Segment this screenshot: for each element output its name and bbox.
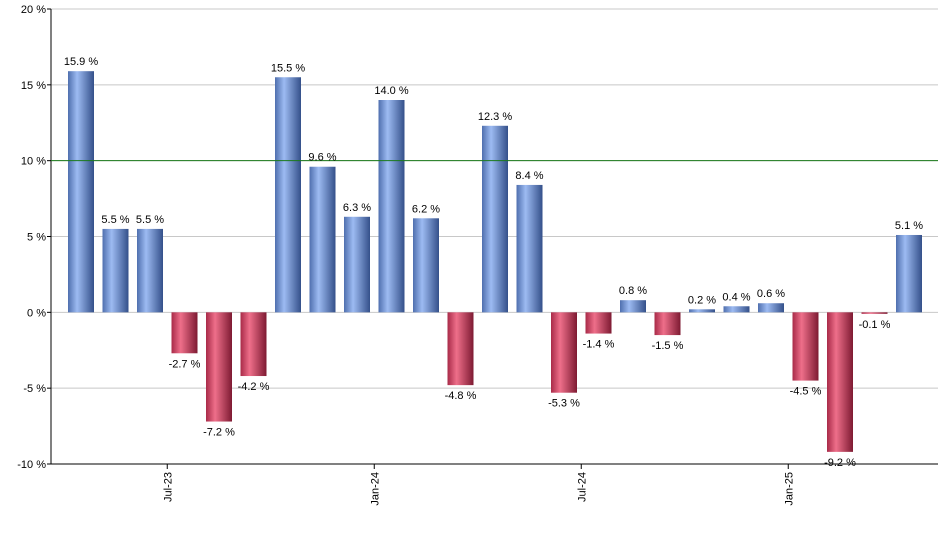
- bar-value-label: 5.5 %: [136, 214, 164, 226]
- bar: [585, 312, 612, 334]
- bar: [896, 234, 922, 313]
- bar: [689, 309, 715, 313]
- bar-value-label: 9.6 %: [308, 152, 336, 164]
- bar-value-label: -4.5 %: [790, 386, 822, 398]
- bar: [102, 228, 129, 313]
- bar-value-label: -4.2 %: [238, 381, 270, 393]
- bar: [516, 184, 543, 313]
- bar-value-label: 0.6 %: [757, 288, 785, 300]
- x-tick-label: Jul-23: [162, 472, 174, 502]
- bar-value-label: -7.2 %: [203, 427, 235, 439]
- x-tick-labels: Jul-23 Jan-24 Jul-24 Jan-25: [162, 464, 795, 506]
- bar-value-label: 0.2 %: [688, 294, 716, 306]
- y-tick-label: 0 %: [27, 307, 46, 319]
- bar: [171, 312, 198, 354]
- bar: [275, 77, 301, 313]
- bar: [137, 228, 163, 313]
- bar: [240, 312, 267, 377]
- bar: [620, 300, 646, 313]
- bar: [378, 100, 405, 313]
- bar-value-label: 0.4 %: [722, 291, 750, 303]
- bar-value-label: 14.0 %: [374, 85, 408, 97]
- bar-value-label: 15.5 %: [271, 62, 305, 74]
- bar: [792, 312, 819, 381]
- x-tick-label: Jan-25: [783, 472, 795, 506]
- bar: [344, 216, 370, 313]
- bar-value-label: 0.8 %: [619, 285, 647, 297]
- bar-value-label: 6.2 %: [412, 203, 440, 215]
- bar: [654, 312, 681, 336]
- axes: [47, 8, 938, 465]
- bar: [413, 218, 439, 313]
- bar: [68, 71, 94, 313]
- bar: [758, 303, 784, 313]
- bar-value-label: -2.7 %: [169, 358, 201, 370]
- bar: [861, 312, 888, 314]
- bar: [827, 312, 853, 452]
- bar-value-label: 15.9 %: [64, 56, 98, 68]
- bar: [482, 125, 508, 313]
- y-tick-label: 10 %: [21, 156, 46, 168]
- x-tick-label: Jul-24: [576, 472, 588, 502]
- bar-value-label: 12.3 %: [478, 111, 512, 123]
- bar: [309, 166, 336, 313]
- bar-value-label: -4.8 %: [445, 390, 477, 402]
- bars: [68, 71, 922, 452]
- bar-value-label: -5.3 %: [548, 398, 580, 410]
- bar-value-label: 5.1 %: [895, 220, 923, 232]
- bar: [723, 306, 750, 313]
- bar-value-label: 8.4 %: [515, 170, 543, 182]
- bar: [551, 312, 577, 393]
- bar-value-label: 5.5 %: [101, 214, 129, 226]
- y-tick-label: 20 %: [21, 4, 46, 16]
- bar-value-label: 6.3 %: [343, 202, 371, 214]
- bar-value-label: -0.1 %: [859, 319, 891, 331]
- bar: [447, 312, 474, 386]
- bar-value-label: -1.5 %: [652, 340, 684, 352]
- bar-value-label: -1.4 %: [583, 339, 615, 351]
- y-tick-label: -5 %: [23, 383, 46, 395]
- x-tick-label: Jan-24: [369, 472, 381, 506]
- y-tick-label: -10 %: [17, 459, 46, 471]
- y-tick-labels: -10 % -5 % 0 % 5 % 10 % 15 % 20 %: [17, 4, 46, 471]
- bar: [206, 312, 232, 422]
- y-tick-label: 15 %: [21, 80, 46, 92]
- data-labels: 15.9 % 5.5 % 5.5 % -2.7 % -7.2 % -4.2 % 15.5 %…: [64, 56, 923, 469]
- bar-value-label: -9.2 %: [824, 457, 856, 469]
- y-tick-label: 5 %: [27, 232, 46, 244]
